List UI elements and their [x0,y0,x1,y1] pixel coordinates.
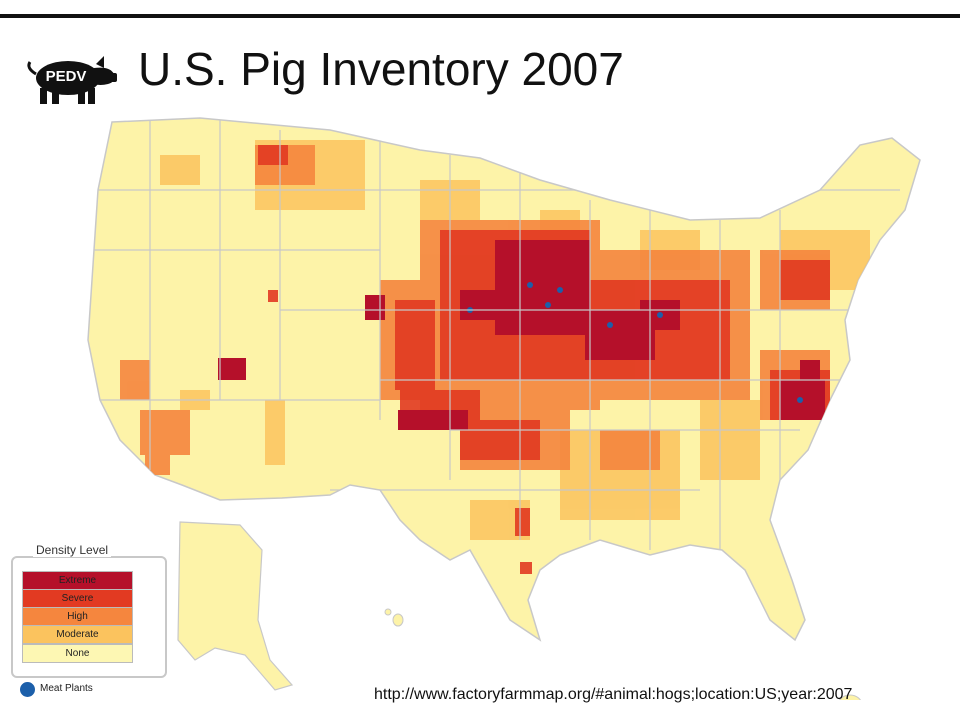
us-county-density-map [87,117,921,700]
state-borders [90,120,900,550]
legend-title: Density Level [33,543,112,557]
meat-plants-label: Meat Plants [40,683,93,694]
hawaii-land [384,608,861,700]
legend-item-high: High [22,607,133,626]
logo-text: PEDV [46,68,87,85]
page-title: U.S. Pig Inventory 2007 [138,43,624,95]
legend-item-extreme: Extreme [22,571,133,590]
legend-item-moderate: Moderate [22,625,133,644]
legend-item-none: None [22,644,133,663]
legend-item-severe: Severe [22,589,133,608]
top-rule [0,14,960,18]
alaska-land [177,521,294,691]
pedv-pig-logo: PEDV [27,56,117,104]
meat-plant-marker-icon [20,682,35,697]
source-url[interactable]: http://www.factoryfarmmap.org/#animal:ho… [374,686,853,703]
